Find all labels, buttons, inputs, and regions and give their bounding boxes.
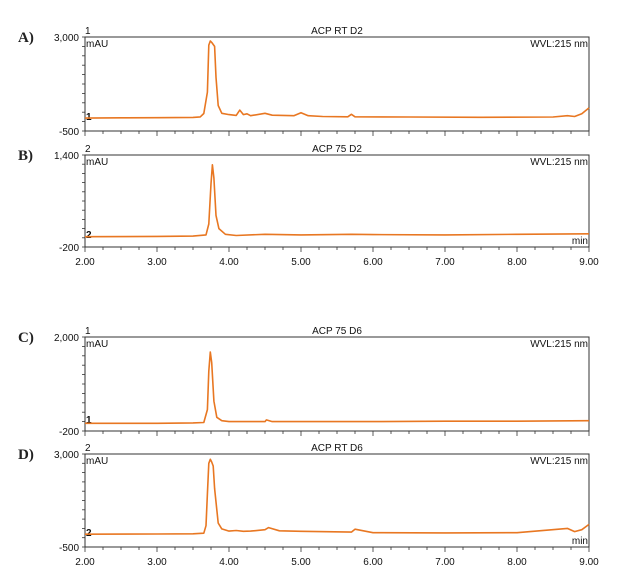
y-tick-label-bottom: -200	[59, 243, 79, 254]
y-unit-label: mAU	[86, 339, 108, 350]
x-tick-label: 6.00	[363, 557, 383, 568]
x-tick-label: 8.00	[507, 557, 527, 568]
x-tick-label: 2.00	[75, 257, 95, 268]
panel-label: A)	[18, 30, 34, 46]
y-tick-label-top: 2,000	[54, 333, 79, 344]
x-tick-label: 9.00	[579, 557, 599, 568]
chart-title: ACP RT D6	[311, 443, 363, 454]
wavelength-label: WVL:215 nm	[530, 39, 588, 50]
x-tick-label: 3.00	[147, 557, 167, 568]
x-tick-label: 2.00	[75, 557, 95, 568]
panel-label: D)	[18, 447, 34, 463]
channel-number: 1	[85, 326, 91, 337]
plot-frame	[84, 154, 590, 248]
wavelength-label: WVL:215 nm	[530, 456, 588, 467]
chart-title: ACP 75 D6	[312, 326, 362, 337]
chromatogram-trace	[85, 351, 590, 425]
y-unit-label: mAU	[86, 456, 108, 467]
y-tick-label-top: 3,000	[54, 33, 79, 44]
wavelength-label: WVL:215 nm	[530, 157, 588, 168]
x-tick-label: 4.00	[219, 257, 239, 268]
channel-number: 2	[85, 144, 91, 155]
chromatogram-trace	[84, 458, 590, 536]
x-tick-label: 8.00	[507, 257, 527, 268]
channel-number: 2	[85, 443, 91, 454]
y-tick-label-top: 3,000	[54, 450, 79, 461]
x-tick-label: 7.00	[435, 257, 455, 268]
y-tick-label-bottom: -200	[59, 427, 79, 438]
y-tick-label-bottom: -500	[59, 543, 79, 554]
panel-label: B)	[18, 148, 33, 164]
x-unit-label: min	[572, 236, 588, 247]
x-tick-label: 4.00	[219, 557, 239, 568]
chromatogram-trace	[84, 40, 590, 119]
x-tick-label: 9.00	[579, 257, 599, 268]
wavelength-label: WVL:215 nm	[530, 339, 588, 350]
baseline-channel-marker: 2	[86, 230, 92, 241]
x-tick-label: 6.00	[363, 257, 383, 268]
channel-number: 1	[85, 26, 91, 37]
x-tick-label: 3.00	[147, 257, 167, 268]
y-tick-label-top: 1,400	[54, 151, 79, 162]
x-tick-label: 5.00	[291, 257, 311, 268]
chart-title: ACP 75 D2	[312, 144, 362, 155]
y-tick-label-bottom: -500	[59, 127, 79, 138]
x-tick-label: 7.00	[435, 557, 455, 568]
y-unit-label: mAU	[86, 39, 108, 50]
x-tick-label: 5.00	[291, 557, 311, 568]
baseline-channel-marker: 1	[86, 415, 92, 426]
chart-title: ACP RT D2	[311, 26, 363, 37]
plot-frame	[84, 336, 590, 432]
x-unit-label: min	[572, 536, 588, 547]
y-unit-label: mAU	[86, 157, 108, 168]
panel-label: C)	[18, 330, 34, 346]
chromatogram-trace	[84, 164, 590, 238]
